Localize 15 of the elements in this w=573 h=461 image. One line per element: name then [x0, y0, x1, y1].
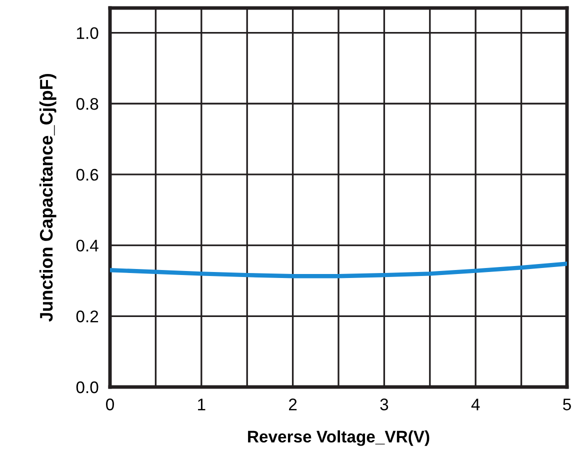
- x-tick-label: 0: [106, 398, 114, 410]
- x-axis-title: Reverse Voltage_VR(V): [248, 430, 430, 446]
- line-series: [110, 262, 567, 278]
- y-tick-label: 1.0: [76, 27, 98, 39]
- x-tick-label: 2: [289, 398, 297, 410]
- x-tick-label: 5: [563, 398, 571, 410]
- x-tick-label: 3: [380, 398, 388, 410]
- y-tick-label: 0.2: [76, 310, 98, 322]
- y-tick-label: 0.8: [76, 98, 98, 110]
- y-tick-label: 0.4: [76, 240, 98, 252]
- y-tick-label: 0.6: [76, 168, 98, 181]
- x-tick-label: 4: [471, 398, 480, 410]
- y-tick-label: 0.0: [76, 381, 98, 394]
- x-tick-label: 1: [198, 398, 206, 410]
- y-axis-title: Junction Capacitance_Cj(pF): [39, 74, 56, 322]
